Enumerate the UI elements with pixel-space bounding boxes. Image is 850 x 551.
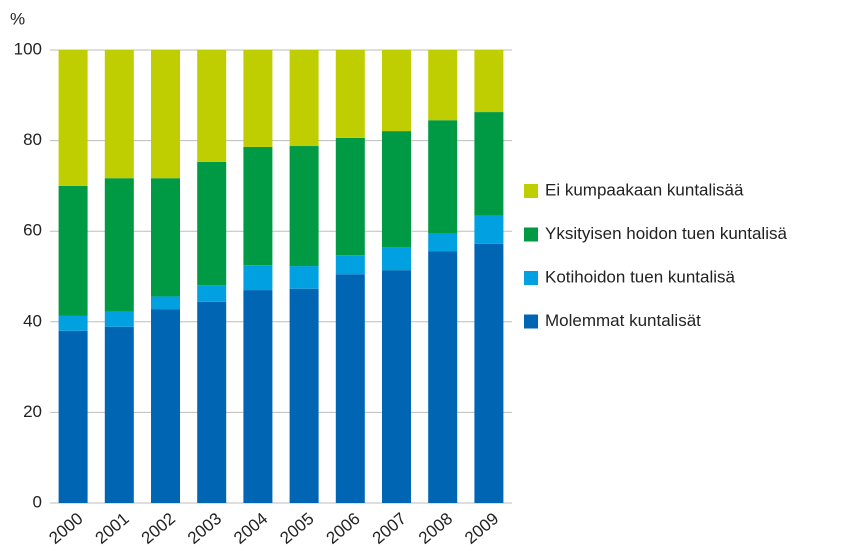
legend-label: Ei kumpaakaan kuntalisää (545, 180, 744, 199)
x-tick-label: 2004 (230, 509, 271, 548)
bar-segment (382, 50, 411, 132)
bar-segment (428, 50, 458, 121)
y-tick-label: 0 (33, 492, 42, 511)
y-tick-label: 80 (23, 130, 42, 149)
bar-segment (428, 251, 458, 503)
bar-segment (151, 178, 180, 297)
y-tick-label: 100 (14, 39, 42, 58)
bar-segment (474, 243, 504, 503)
bar-segment (243, 265, 273, 291)
bar-segment (289, 288, 319, 503)
x-tick-label: 2008 (415, 509, 456, 548)
bar-segment (58, 50, 88, 186)
bar-segment (428, 233, 458, 252)
bar-segment (151, 50, 180, 179)
legend-label: Yksityisen hoidon tuen kuntalisä (545, 224, 787, 243)
bar-segment (289, 146, 319, 267)
legend-swatch (524, 271, 538, 285)
bar-segment (197, 161, 227, 286)
x-tick-label: 2007 (369, 509, 410, 548)
bar-segment (197, 301, 227, 503)
bar-segment (151, 296, 180, 310)
legend-label: Molemmat kuntalisät (545, 311, 701, 330)
bar-segment (151, 309, 180, 503)
bar-segment (474, 50, 504, 113)
bar-segment (428, 120, 458, 234)
x-tick-label: 2002 (138, 509, 179, 548)
bar-segment (197, 285, 227, 302)
bar-segment (243, 50, 273, 147)
bar-segment (335, 274, 365, 503)
x-tick-label: 2006 (323, 509, 364, 548)
legend-label: Kotihoidon tuen kuntalisä (545, 267, 736, 286)
bar-segment (335, 137, 365, 256)
bar-segment (104, 50, 134, 179)
bar-segment (335, 50, 365, 138)
legend-swatch (524, 184, 538, 198)
x-tick-label: 2009 (461, 509, 502, 548)
bar-segment (243, 146, 273, 266)
y-axis-label: % (10, 9, 25, 28)
bar-segment (474, 112, 504, 216)
bar-segment (104, 326, 134, 503)
legend-swatch (524, 227, 538, 242)
x-tick-label: 2000 (45, 509, 86, 548)
bar-segment (104, 178, 134, 312)
legend-swatch (524, 314, 538, 329)
y-tick-label: 20 (23, 402, 42, 421)
bar-segment (58, 185, 88, 316)
bar-segment (58, 315, 88, 331)
x-tick-label: 2001 (92, 509, 133, 548)
bar-segment (243, 290, 273, 503)
bar-segment (382, 247, 411, 271)
y-tick-label: 60 (23, 221, 42, 240)
bar-segment (104, 311, 134, 327)
y-tick-label: 40 (23, 311, 42, 330)
bar-segment (382, 270, 411, 503)
x-tick-label: 2005 (276, 509, 317, 548)
bar-segment (335, 255, 365, 275)
bar-segment (474, 215, 504, 244)
bar-segment (382, 131, 411, 248)
bar-segment (289, 266, 319, 289)
bar-segment (197, 50, 227, 162)
bar-segment (289, 50, 319, 147)
bar-segment (58, 330, 88, 503)
x-tick-label: 2003 (184, 509, 225, 548)
